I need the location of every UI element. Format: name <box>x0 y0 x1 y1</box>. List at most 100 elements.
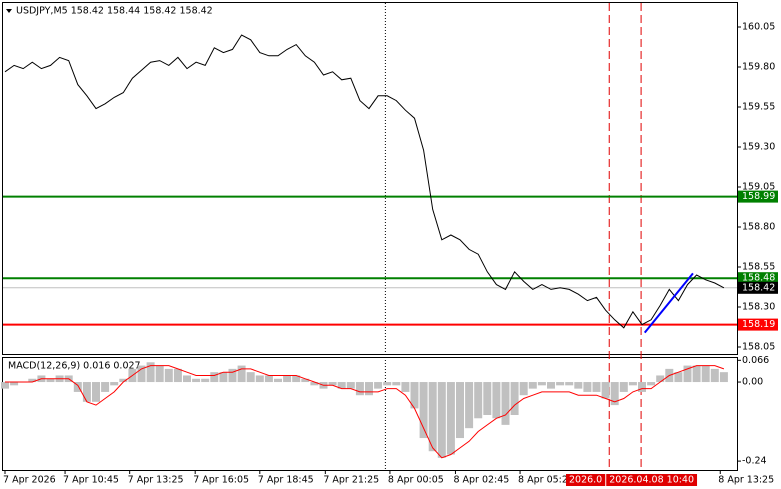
histogram-bar <box>283 375 292 383</box>
histogram-bar <box>701 365 710 383</box>
x-tick-label: 7 Apr 10:45 <box>63 475 119 486</box>
y-tick-label: 158.05 <box>742 342 775 353</box>
histogram-bar <box>392 382 401 386</box>
histogram-bar <box>274 378 282 383</box>
level-label: 158.99 <box>742 191 775 202</box>
level-label-box <box>738 281 778 294</box>
y-tick-label: 158.80 <box>742 222 775 233</box>
level-label-box <box>738 272 778 285</box>
x-tick-label: 8 Apr 00:05 <box>388 475 444 486</box>
histogram-bar <box>201 378 210 383</box>
histogram-bar <box>465 382 474 429</box>
histogram-bar <box>556 382 565 386</box>
panel-arrow <box>6 9 12 13</box>
cursor-label-box <box>606 474 698 486</box>
histogram-bar <box>583 382 592 392</box>
histogram-bar <box>110 382 119 386</box>
histogram-bar <box>219 372 228 383</box>
histogram-bar <box>547 382 555 389</box>
histogram-bar <box>528 382 537 389</box>
histogram-bar <box>337 382 346 389</box>
histogram-bar <box>401 382 410 392</box>
histogram-bar <box>483 382 492 415</box>
histogram-bar <box>683 365 692 383</box>
histogram-bar <box>1 382 9 389</box>
histogram-bar <box>237 365 246 383</box>
histogram-bar <box>73 382 82 392</box>
histogram-bar <box>28 378 37 383</box>
histogram-bar <box>365 382 373 396</box>
y-tick-label: 159.80 <box>742 62 775 73</box>
histogram-bar <box>183 375 191 383</box>
histogram-bar <box>519 382 528 396</box>
histogram-bar <box>101 382 110 392</box>
level-label: 158.48 <box>742 273 775 284</box>
histogram-bar <box>492 382 501 419</box>
level-label: 158.19 <box>742 319 775 330</box>
cursor-label: 2026.04.08 10:40 <box>606 474 698 486</box>
histogram-bar <box>428 382 437 452</box>
y-tick-label: 159.55 <box>742 102 775 113</box>
y-tick-label: 158.55 <box>742 262 775 273</box>
histogram-bar <box>719 372 728 383</box>
histogram-bar <box>173 368 182 383</box>
histogram-bar <box>456 382 464 439</box>
histogram-bar <box>346 382 355 389</box>
histogram-bar <box>710 368 719 383</box>
histogram-bar <box>647 382 656 386</box>
histogram-bar <box>228 368 237 383</box>
level-label-box <box>738 318 778 331</box>
histogram-bar <box>137 365 146 383</box>
histogram-bar <box>510 382 519 415</box>
histogram-bar <box>601 382 610 399</box>
histogram-bar <box>674 372 683 383</box>
chart-title: USDJPY,M5 158.42 158.44 158.42 158.42 <box>16 6 213 17</box>
histogram-bar <box>437 382 446 458</box>
y-tick-label: 158.30 <box>742 302 775 313</box>
histogram-bar <box>355 382 364 396</box>
cursor-label-text: 2026.04.08 10:40 <box>609 475 694 486</box>
histogram-bar <box>210 372 219 383</box>
macd-title: MACD(12,26,9) 0.016 0.027 <box>8 361 141 372</box>
histogram-bar <box>628 382 637 386</box>
histogram-bar <box>638 382 646 392</box>
level-label: 158.42 <box>742 282 775 293</box>
signal-line <box>5 365 725 459</box>
trend-line <box>643 272 694 334</box>
histogram-bar <box>310 382 319 386</box>
histogram-bar <box>574 382 583 389</box>
price-line <box>4 34 725 329</box>
macd-panel <box>2 357 738 471</box>
histogram-bar <box>82 382 91 402</box>
histogram-bar <box>46 378 55 383</box>
histogram-bar <box>501 382 510 425</box>
histogram-bar <box>474 382 483 419</box>
x-tick-label: 7 Apr 16:05 <box>193 475 249 486</box>
x-tick-label: 7 Apr 18:45 <box>258 475 314 486</box>
x-tick-label: 8 Apr 02:45 <box>453 475 509 486</box>
histogram-bar <box>383 382 392 386</box>
histogram-bar <box>146 362 155 383</box>
histogram-bar <box>119 378 128 383</box>
histogram-bar <box>656 375 665 383</box>
histogram-bar <box>619 382 628 392</box>
histogram-bar <box>446 382 455 455</box>
level-label-box <box>738 190 778 203</box>
cursor-label: 2026.0 <box>565 474 606 486</box>
histogram-bar <box>301 378 310 383</box>
histogram-bar <box>92 382 100 402</box>
histogram-bar <box>410 382 419 409</box>
y-tick-label: 0.066 <box>742 355 769 366</box>
x-tick-label: 7 Apr 13:25 <box>128 475 184 486</box>
histogram-bar <box>192 378 201 383</box>
histogram-bar <box>537 382 546 386</box>
y-tick-label: 0.00 <box>742 377 763 388</box>
y-tick-label: 160.05 <box>742 22 775 33</box>
histogram-bar <box>374 382 383 389</box>
histogram-bar <box>10 382 19 386</box>
histogram-bar <box>255 375 264 383</box>
histogram-bar <box>419 382 428 439</box>
x-tick-label: 8 Apr 13:25 <box>718 475 774 486</box>
histogram-bar <box>592 382 601 392</box>
